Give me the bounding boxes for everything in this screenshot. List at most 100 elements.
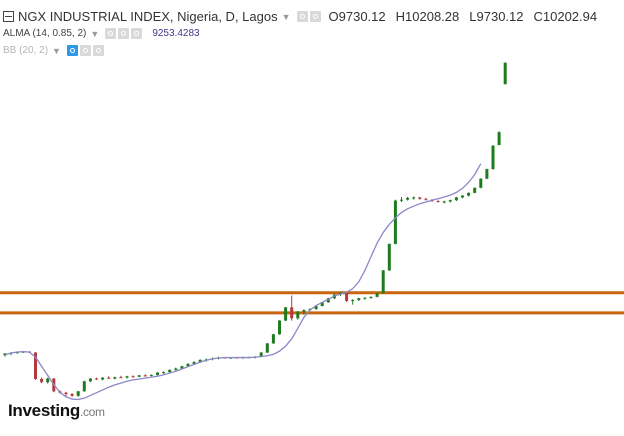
alma-legend: ALMA (14, 0.85, 2) ▼ 9253.4283 (3, 28, 200, 39)
candle (70, 393, 74, 397)
alma-value: 9253.4283 (152, 28, 200, 39)
candle-body (326, 298, 330, 303)
visibility-icon[interactable] (296, 11, 308, 22)
candle (149, 374, 153, 377)
candle-body (479, 178, 483, 188)
settings-icon[interactable] (118, 28, 130, 39)
settings-icon[interactable] (309, 11, 321, 22)
candle (290, 295, 294, 321)
ohlc-readout: O9730.12 H10208.28 L9730.12 C10202.94 (329, 9, 598, 24)
candle (479, 178, 483, 189)
candle-body (393, 200, 397, 244)
candle (467, 192, 471, 197)
candle-body (198, 359, 202, 363)
candle-body (461, 195, 464, 198)
candle-body (418, 197, 422, 199)
candle-body (125, 376, 129, 378)
alma-label[interactable]: ALMA (14, 0.85, 2) (3, 28, 87, 39)
ohlc-open: O9730.12 (328, 9, 386, 24)
candle-body (265, 343, 269, 353)
candle-body (88, 378, 92, 382)
candle (82, 380, 86, 392)
candle (491, 144, 495, 170)
chevron-down-icon[interactable]: ▼ (52, 45, 61, 56)
candle (387, 243, 391, 271)
candle-body (454, 197, 458, 201)
candle-body (400, 199, 403, 201)
candle-body (290, 307, 294, 319)
candle (400, 196, 403, 202)
candle-body (192, 362, 196, 364)
candle (381, 269, 385, 294)
candle (363, 297, 367, 300)
candle-body (76, 391, 80, 396)
candle (406, 196, 410, 201)
candle (174, 367, 178, 371)
candle (64, 391, 68, 397)
candle (357, 297, 361, 301)
candle-body (375, 293, 379, 297)
candle (131, 375, 135, 378)
candle (101, 377, 105, 381)
candle (412, 196, 416, 200)
candle-body (259, 352, 263, 357)
candle-body (503, 62, 507, 85)
candle-body (278, 320, 281, 335)
visibility-off-icon[interactable] (66, 45, 78, 56)
candle (369, 296, 373, 299)
bb-label[interactable]: BB (20, 2) (3, 45, 49, 56)
candle (302, 309, 306, 315)
remove-icon[interactable] (92, 45, 104, 56)
visibility-icon[interactable] (105, 28, 117, 39)
remove-icon[interactable] (131, 28, 143, 39)
candle (265, 342, 269, 353)
candle-body (363, 297, 367, 299)
candle (461, 195, 464, 199)
candle (113, 376, 117, 380)
candle (296, 311, 300, 320)
candle-body (174, 368, 178, 370)
candle-body (497, 132, 501, 145)
symbol-title[interactable]: NGX INDUSTRIAL INDEX, Nigeria, D, Lagos (18, 9, 278, 24)
ohlc-low: L9730.12 (469, 9, 524, 24)
candle-body (156, 372, 159, 375)
candle-body (314, 305, 318, 310)
settings-icon[interactable] (79, 45, 91, 56)
candle-body (436, 201, 440, 203)
candle-body (369, 296, 373, 298)
candle-body (34, 352, 37, 379)
candle-body (387, 243, 391, 271)
chevron-down-icon[interactable]: ▼ (90, 28, 100, 39)
candle-body (491, 145, 495, 170)
candle (278, 320, 281, 335)
candle-body (442, 201, 446, 203)
alma-line (4, 163, 482, 401)
candle-body (351, 300, 355, 302)
candle (442, 200, 446, 204)
candle (473, 187, 477, 194)
candle-body (296, 311, 300, 319)
candle (137, 374, 141, 378)
candle (40, 377, 44, 384)
candle (95, 377, 98, 380)
candle (46, 377, 50, 384)
chevron-down-icon[interactable]: ▼ (281, 11, 291, 22)
candle-body (412, 197, 416, 199)
candle (424, 197, 428, 201)
candle (156, 372, 159, 376)
candle-body (186, 363, 190, 367)
bb-legend: BB (20, 2) ▼ (3, 45, 106, 56)
investing-logo: Investing.com (8, 401, 105, 420)
candle-body (149, 374, 153, 376)
candle-body (137, 375, 141, 377)
candle-body (168, 369, 172, 373)
candle-body (424, 198, 428, 200)
candle-body (448, 200, 452, 202)
candle (448, 199, 452, 203)
collapse-icon[interactable] (3, 11, 14, 22)
candle-body (345, 292, 349, 301)
candle (271, 333, 275, 344)
candle (345, 292, 349, 302)
ohlc-high: H10208.28 (395, 9, 460, 24)
